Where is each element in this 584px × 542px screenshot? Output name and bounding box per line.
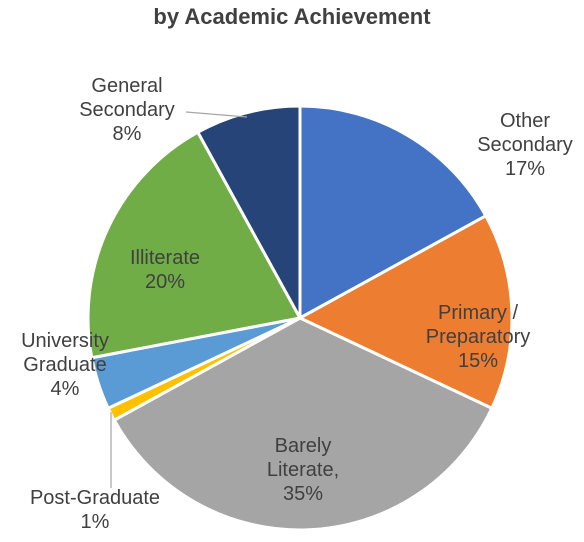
value-label: 4%	[50, 378, 80, 400]
slice-label: Other Secondary 17%	[470, 109, 580, 181]
pie-slice	[298, 104, 488, 321]
category-label: Other Secondary	[477, 110, 573, 156]
value-label: 17%	[504, 158, 546, 180]
category-label: Primary / Preparatory	[425, 302, 531, 348]
leader-line	[185, 111, 248, 118]
pie-slice	[86, 130, 303, 360]
category-label: Barely Literate,	[266, 435, 340, 481]
slice-label: University Graduate 4%	[5, 329, 125, 401]
slice-label: Barely Literate, 35%	[248, 434, 358, 506]
category-label: Illiterate	[129, 247, 201, 269]
slice-label: Post-Graduate 1%	[10, 486, 180, 534]
value-label: 15%	[457, 350, 499, 372]
category-label: Post-Graduate	[29, 487, 161, 509]
value-label: 35%	[282, 483, 324, 505]
value-label: 20%	[144, 271, 186, 293]
pie-slice	[112, 316, 494, 532]
slice-label: Primary / Preparatory 15%	[408, 301, 548, 373]
pie-slice	[195, 104, 302, 319]
value-label: 1%	[80, 511, 110, 533]
category-label: General Secondary	[79, 75, 175, 121]
slice-label: Illiterate 20%	[110, 246, 220, 294]
chart-title: by Academic Achievement	[153, 4, 431, 29]
pie-slice	[296, 213, 514, 411]
slice-label: General Secondary 8%	[62, 74, 192, 146]
value-label: 8%	[112, 123, 142, 145]
category-label: University Graduate	[21, 330, 109, 376]
